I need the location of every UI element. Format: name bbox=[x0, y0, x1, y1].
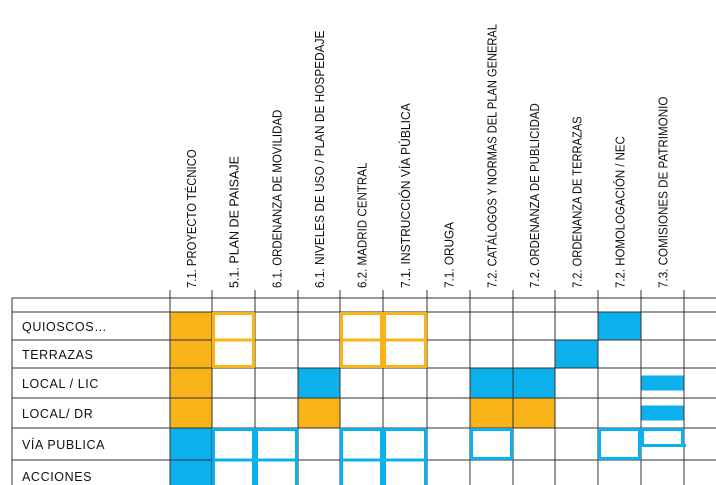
cell-r0-c10-blue-fill bbox=[598, 312, 641, 340]
cell-r4-c10-blue-outline bbox=[598, 428, 641, 460]
cell-r0-c0-orange-fill bbox=[170, 312, 212, 428]
cell-r4-c0-blue-fill bbox=[170, 428, 212, 485]
column-label: 7.2. ORDENANZA DE TERRAZAS bbox=[571, 116, 585, 288]
column-label: 6.1. ORDENANZA DE MOVILIDAD bbox=[271, 110, 285, 288]
cell-r0-c5-orange-outline bbox=[383, 312, 427, 368]
column-label: 5.1. PLAN DE PAISAJE bbox=[228, 156, 242, 288]
cells-layer bbox=[170, 312, 684, 485]
column-label: 6.2. MADRID CENTRAL bbox=[356, 163, 370, 288]
cell-r4-c2-blue-outline bbox=[255, 428, 298, 485]
cell-r2-c3-blue-fill bbox=[298, 368, 340, 398]
cell-r4-c4-blue-outline bbox=[340, 428, 383, 485]
outline-layer bbox=[212, 312, 686, 485]
grid-layer bbox=[11, 290, 716, 485]
cell-r0-c1-orange-outline bbox=[212, 312, 255, 368]
row-label: QUIOSCOS… bbox=[22, 320, 107, 334]
row-label: LOCAL / LIC bbox=[22, 377, 99, 391]
cell-r4-c5-blue-outline bbox=[383, 428, 427, 485]
cell-r3-c7-orange-fill bbox=[470, 398, 513, 428]
column-label: 7.2. ORDENANZA DE PUBLICIDAD bbox=[528, 103, 542, 288]
column-label: 7.2. HOMOLOGACIÓN / NEC bbox=[613, 136, 628, 288]
cell-r0-c4-orange-outline bbox=[340, 312, 383, 368]
row-label: TERRAZAS bbox=[22, 348, 93, 362]
cell-r4-c1-blue-outline bbox=[212, 428, 255, 485]
column-labels: 7.1. PROYECTO TÉCNICO 5.1. PLAN DE PAISAJ… bbox=[184, 24, 671, 288]
cell-r4-c7-blue-outline bbox=[470, 428, 513, 460]
row-label: ACCIONES bbox=[22, 470, 92, 484]
cell-r1-c9-blue-fill bbox=[555, 340, 598, 368]
cell-r3-c8-orange-fill bbox=[513, 398, 555, 428]
cell-r3-c11-blue-fill-half bbox=[641, 405, 684, 421]
row-label: VÍA PUBLICA bbox=[22, 437, 105, 452]
column-label: 7.1. PROYECTO TÉCNICO bbox=[184, 149, 199, 288]
cell-r2-c7-blue-fill bbox=[470, 368, 513, 398]
row-labels: QUIOSCOS… TERRAZAS LOCAL / LIC LOCAL/ DR VÍA… bbox=[22, 320, 107, 484]
column-label: 6.1. NIVELES DE USO / PLAN DE HOSPEDAJE bbox=[313, 31, 327, 288]
cell-r3-c3-orange-fill bbox=[298, 398, 340, 428]
column-label: 7.1. INSTRUCCIÓN VÍA PÚBLICA bbox=[398, 103, 413, 288]
column-label: 7.1. ORUGA bbox=[443, 221, 457, 288]
cell-r4-c11-blue-outline-half bbox=[641, 428, 686, 447]
cell-r2-c8-blue-fill bbox=[513, 368, 555, 398]
column-label: 7.3. COMISIONES DE PATRIMONIO bbox=[657, 96, 671, 288]
row-label: LOCAL/ DR bbox=[22, 407, 93, 421]
cell-r2-c11-blue-fill-half bbox=[641, 375, 684, 391]
column-label: 7.2. CATÁLOGOS Y NORMAS DEL PLAN GENERAL bbox=[485, 24, 500, 288]
